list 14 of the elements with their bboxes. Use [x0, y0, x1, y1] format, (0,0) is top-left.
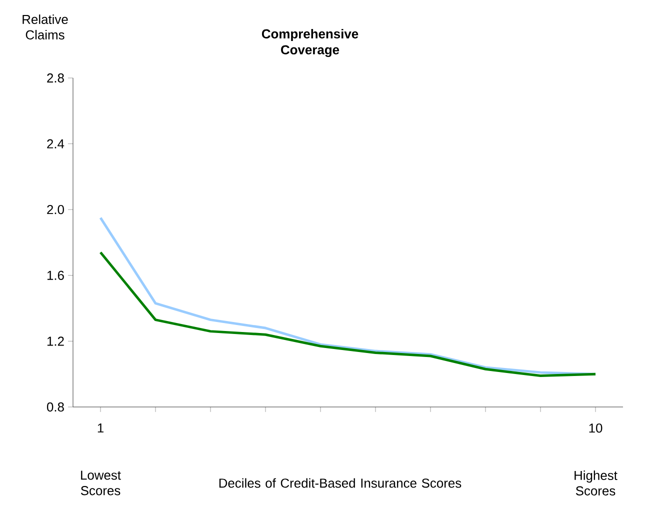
y-tick-label: 0.8 — [46, 402, 64, 412]
chart-title: Comprehensive Coverage — [262, 28, 358, 58]
y-tick-label: 2.0 — [47, 204, 64, 214]
y-tick-label: 2.8 — [47, 73, 64, 83]
line-series — [99, 251, 597, 377]
y-tick-label: 2.4 — [47, 139, 64, 148]
x-tick-label: 10 — [589, 424, 602, 433]
y-tick-label: 1.2 — [47, 336, 64, 346]
y-tick-label: 1.6 — [47, 270, 64, 280]
y-axis-title: Relative Claims — [22, 14, 68, 40]
text: Lowest Scores — [80, 470, 121, 496]
x-axis-title: Deciles of Credit-Based Insurance Scores — [219, 478, 462, 488]
x-tick-label: 1 — [98, 424, 104, 432]
text: Highest Scores — [574, 470, 618, 496]
